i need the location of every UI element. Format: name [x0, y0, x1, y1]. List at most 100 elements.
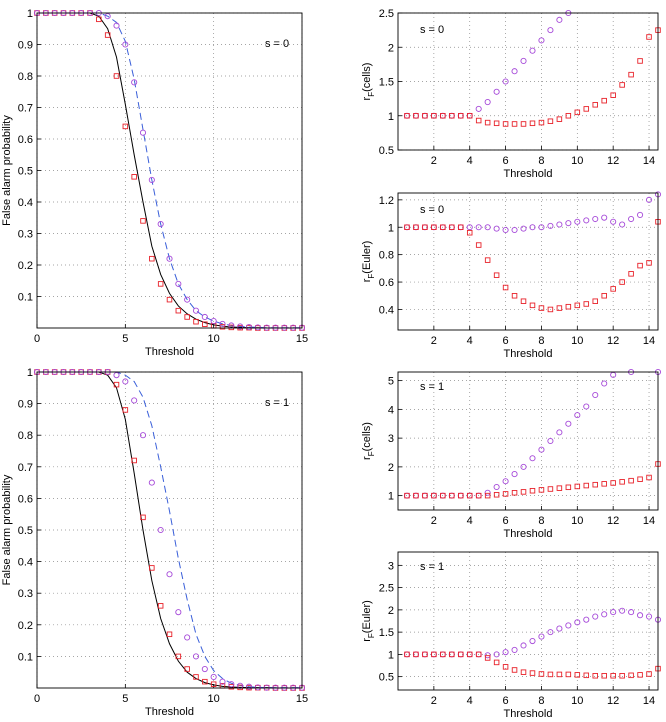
circle-marker: [637, 612, 644, 619]
x-tick-label: 14: [643, 335, 655, 347]
circle-marker: [538, 224, 545, 231]
circle-marker: [556, 221, 563, 228]
circle-marker: [484, 224, 491, 231]
square-marker: [166, 296, 173, 303]
square-marker: [529, 302, 536, 309]
circle-marker: [166, 571, 173, 578]
y-tick-label: 5: [388, 376, 394, 388]
square-marker: [565, 112, 572, 119]
circle-marker: [157, 220, 164, 228]
y-tick-label: 0.5: [18, 525, 33, 537]
square-marker: [404, 224, 410, 230]
square-marker: [583, 482, 590, 489]
square-marker: [574, 672, 581, 678]
square-marker: [601, 673, 607, 679]
circle-marker: [601, 380, 608, 387]
square-marker: [610, 480, 616, 486]
square-marker: [475, 492, 482, 499]
circle-marker: [148, 479, 155, 486]
circle-marker: [619, 607, 626, 614]
square-marker: [574, 109, 581, 116]
x-axis-label: Threshold: [504, 168, 553, 180]
square-marker: [520, 669, 527, 675]
square-marker: [149, 565, 155, 571]
y-tick-label: 0.9: [18, 40, 33, 52]
circle-marker: [583, 217, 590, 224]
square-marker: [458, 112, 464, 119]
square-marker: [574, 483, 581, 490]
y-label-suffix: (Euler): [361, 241, 373, 274]
square-marker: [166, 631, 173, 638]
circle-marker: [511, 471, 518, 478]
y-tick-label: 0.6: [18, 493, 33, 505]
x-tick-label: 8: [538, 695, 544, 707]
circle-marker: [475, 224, 482, 231]
circle-marker: [511, 68, 518, 75]
y-tick-label: 0.3: [18, 588, 33, 600]
square-marker: [511, 490, 518, 496]
y-tick-label: 2: [388, 462, 394, 474]
y-tick-label: 0.7: [18, 462, 33, 474]
square-marker: [404, 651, 410, 658]
x-tick-label: 10: [571, 515, 583, 527]
circle-marker: [556, 16, 563, 23]
square-marker: [646, 671, 652, 677]
circle-marker: [502, 478, 509, 485]
square-marker: [96, 16, 102, 23]
y-tick-label: 0.8: [18, 71, 33, 83]
circle-marker: [502, 226, 509, 234]
square-marker: [610, 673, 616, 679]
plot-frame: [397, 192, 659, 331]
circle-marker: [574, 412, 581, 419]
square-marker: [431, 651, 437, 658]
circle-marker: [547, 629, 554, 636]
plot-frame: [397, 551, 659, 691]
x-tick-label: 2: [431, 695, 437, 707]
square-marker: [440, 224, 446, 230]
y-tick-label: 0.3: [18, 229, 33, 241]
x-tick-label: 8: [538, 335, 544, 347]
circle-marker: [148, 176, 155, 183]
y-label-subscript: F: [367, 633, 376, 638]
square-marker: [484, 655, 491, 661]
square-marker: [565, 671, 572, 678]
square-marker: [193, 674, 199, 680]
annotation: s = 0: [420, 24, 444, 36]
x-tick-label: 14: [643, 695, 655, 707]
square-marker: [529, 670, 536, 676]
square-marker: [404, 112, 410, 119]
x-tick-label: 14: [643, 515, 655, 527]
square-marker: [619, 82, 625, 88]
circle-marker: [113, 22, 120, 29]
square-marker: [157, 281, 164, 287]
square-marker: [484, 492, 491, 499]
circle-marker: [228, 681, 235, 688]
y-label-suffix: (cells): [361, 63, 373, 92]
square-marker: [574, 302, 581, 309]
square-marker: [431, 224, 437, 230]
y-axis-label: rF(cells): [361, 422, 376, 460]
y-tick-label: 0.1: [18, 651, 33, 663]
circle-marker: [592, 215, 599, 223]
circle-marker: [493, 483, 500, 491]
square-marker: [149, 255, 155, 262]
y-tick-label: 0.8: [18, 430, 33, 442]
y-label-subscript: F: [367, 274, 376, 279]
circle-marker: [511, 646, 518, 653]
square-marker: [493, 659, 500, 666]
circle-marker: [592, 391, 599, 399]
square-marker: [422, 224, 428, 230]
panel: 2 4 6 8 10 12 14 0.5 1 1.5 2 2.5 3 s = 1 Threshold rF(E…: [361, 551, 662, 720]
square-marker: [113, 73, 120, 79]
square-marker: [422, 492, 428, 499]
y-tick-label: 1.5: [379, 627, 394, 639]
y-tick-label: 0.7: [18, 103, 33, 115]
circle-marker: [139, 129, 147, 136]
x-tick-label: 10: [571, 695, 583, 707]
circle-marker: [131, 79, 138, 86]
y-tick-label: 0.9: [18, 399, 33, 411]
square-marker: [547, 118, 554, 124]
x-axis-label: Threshold: [145, 346, 194, 358]
square-marker: [529, 120, 536, 127]
